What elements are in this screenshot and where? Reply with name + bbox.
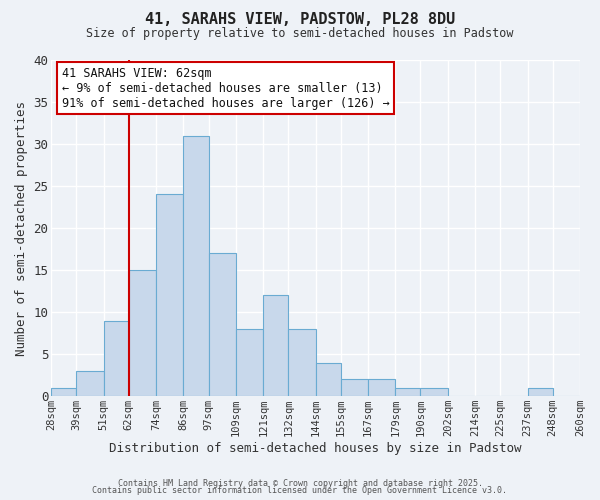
Bar <box>316 362 341 396</box>
Bar <box>289 329 316 396</box>
X-axis label: Distribution of semi-detached houses by size in Padstow: Distribution of semi-detached houses by … <box>109 442 522 455</box>
Bar <box>129 270 156 396</box>
Text: Contains public sector information licensed under the Open Government Licence v3: Contains public sector information licen… <box>92 486 508 495</box>
Bar <box>341 380 368 396</box>
Text: 41 SARAHS VIEW: 62sqm
← 9% of semi-detached houses are smaller (13)
91% of semi-: 41 SARAHS VIEW: 62sqm ← 9% of semi-detac… <box>62 66 389 110</box>
Bar <box>263 296 289 396</box>
Bar <box>156 194 184 396</box>
Bar <box>104 320 129 396</box>
Bar <box>209 254 236 396</box>
Bar <box>395 388 421 396</box>
Text: 41, SARAHS VIEW, PADSTOW, PL28 8DU: 41, SARAHS VIEW, PADSTOW, PL28 8DU <box>145 12 455 28</box>
Bar <box>421 388 448 396</box>
Text: Contains HM Land Registry data © Crown copyright and database right 2025.: Contains HM Land Registry data © Crown c… <box>118 478 482 488</box>
Bar <box>52 388 76 396</box>
Bar <box>236 329 263 396</box>
Bar <box>76 371 104 396</box>
Bar <box>184 136 209 396</box>
Bar <box>527 388 553 396</box>
Text: Size of property relative to semi-detached houses in Padstow: Size of property relative to semi-detach… <box>86 28 514 40</box>
Bar <box>368 380 395 396</box>
Y-axis label: Number of semi-detached properties: Number of semi-detached properties <box>15 100 28 356</box>
